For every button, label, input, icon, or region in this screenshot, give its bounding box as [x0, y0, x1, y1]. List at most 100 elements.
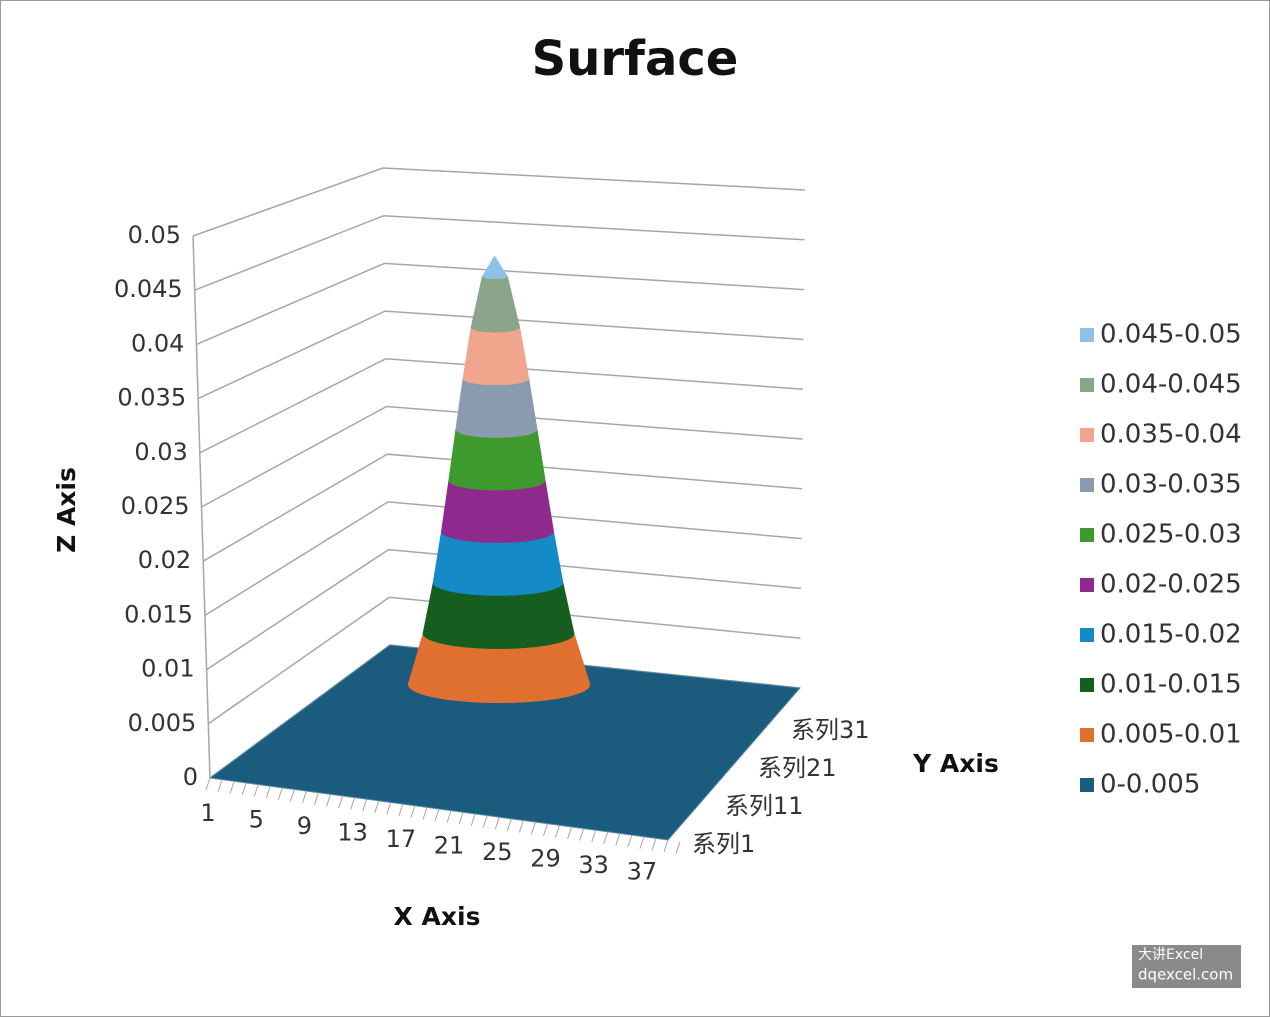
- x-tick: [494, 816, 500, 830]
- z-tick-label: 0.045: [114, 275, 183, 303]
- grid-line: [206, 548, 802, 671]
- x-tick: [615, 833, 621, 846]
- grid-line: [194, 214, 805, 291]
- y-tick-label: 系列1: [692, 830, 755, 858]
- x-tick-label: 1: [200, 799, 215, 827]
- grid-line: [201, 405, 803, 508]
- watermark: 大讲Excel: [1138, 947, 1203, 963]
- x-tick: [205, 777, 211, 791]
- grid-line: [199, 358, 804, 454]
- x-tick: [374, 800, 380, 814]
- chart-title: Surface: [532, 31, 739, 87]
- z-tick-label: 0.01: [141, 655, 194, 683]
- x-tick: [482, 815, 488, 828]
- x-tick: [458, 812, 464, 825]
- z-tick-label: 0.005: [128, 709, 197, 737]
- surface-band: [481, 255, 508, 280]
- x-tick: [518, 820, 524, 833]
- x-tick: [446, 810, 452, 823]
- watermark-box: [1132, 945, 1241, 988]
- x-tick: [603, 831, 609, 845]
- x-tick: [277, 787, 283, 800]
- x-tick: [542, 823, 548, 836]
- grid-line: [197, 310, 804, 400]
- x-tick: [470, 813, 476, 827]
- legend-swatch: [1080, 378, 1094, 392]
- x-tick: [326, 794, 332, 807]
- x-tick: [675, 841, 681, 854]
- x-tick: [265, 785, 271, 799]
- watermark: dqexcel.com: [1138, 966, 1233, 984]
- x-tick: [506, 818, 512, 831]
- x-tick: [434, 808, 440, 822]
- legend-swatch: [1080, 728, 1094, 742]
- x-tick-label: 9: [297, 812, 312, 840]
- x-tick: [651, 838, 657, 851]
- x-axis-label: X Axis: [394, 902, 481, 931]
- grid-line: [196, 262, 805, 346]
- z-tick-label: 0: [183, 763, 198, 791]
- x-tick: [591, 830, 597, 843]
- x-tick: [217, 779, 223, 792]
- x-tick-label: 29: [530, 845, 561, 873]
- legend-swatch: [1080, 628, 1094, 642]
- legend-label: 0.025-0.03: [1100, 520, 1242, 550]
- x-tick: [555, 825, 561, 838]
- x-tick: [241, 782, 247, 796]
- legend-swatch: [1080, 428, 1094, 442]
- legend-label: 0.015-0.02: [1100, 620, 1242, 650]
- surface-band: [462, 327, 530, 386]
- surface-band: [448, 428, 546, 491]
- y-tick-label: 系列21: [758, 754, 837, 782]
- x-tick: [530, 821, 536, 835]
- x-tick: [410, 805, 416, 818]
- x-tick-label: 33: [578, 851, 609, 879]
- x-tick: [350, 797, 356, 810]
- grid-line: [204, 501, 802, 617]
- legend-label: 0.03-0.035: [1100, 470, 1242, 500]
- x-tick: [229, 781, 235, 794]
- x-tick-label: 25: [482, 838, 513, 866]
- legend-swatch: [1080, 528, 1094, 542]
- legend-label: 0.045-0.05: [1100, 320, 1242, 350]
- grid-line: [207, 596, 801, 725]
- x-tick-label: 17: [386, 825, 417, 853]
- legend-swatch: [1080, 328, 1094, 342]
- z-tick-label: 0.015: [124, 600, 193, 628]
- x-tick-label: 5: [249, 806, 264, 834]
- z-tick-label: 0.05: [128, 221, 181, 249]
- x-tick: [398, 803, 404, 817]
- x-tick: [289, 789, 295, 802]
- x-tick: [579, 828, 585, 841]
- grid-line: [192, 167, 806, 237]
- x-tick-label: 37: [627, 858, 658, 886]
- z-tick-label: 0.02: [138, 546, 191, 574]
- floor: [208, 644, 802, 841]
- x-tick-label: 21: [434, 832, 465, 860]
- z-tick-label: 0.035: [117, 384, 186, 412]
- legend-label: 0.02-0.025: [1100, 570, 1242, 600]
- x-tick-label: 13: [337, 819, 368, 847]
- z-tick-label: 0.025: [121, 492, 190, 520]
- legend-swatch: [1080, 778, 1094, 792]
- x-tick: [313, 792, 319, 805]
- x-tick: [301, 790, 307, 804]
- x-tick: [253, 784, 259, 797]
- z-tick-label: 0.04: [131, 329, 184, 357]
- grid-line: [202, 453, 803, 562]
- x-tick: [338, 795, 344, 809]
- legend-swatch: [1080, 478, 1094, 492]
- z-axis-line: [192, 235, 211, 779]
- legend-label: 0-0.005: [1100, 770, 1200, 800]
- legend-swatch: [1080, 678, 1094, 692]
- x-tick: [627, 834, 633, 848]
- x-tick: [639, 836, 645, 849]
- z-tick-label: 0.03: [134, 438, 187, 466]
- y-tick-label: 系列31: [791, 716, 870, 744]
- z-axis-label: Z Axis: [52, 467, 81, 553]
- x-tick: [386, 802, 392, 815]
- surface-band: [455, 377, 538, 438]
- y-tick-label: 系列11: [725, 792, 804, 820]
